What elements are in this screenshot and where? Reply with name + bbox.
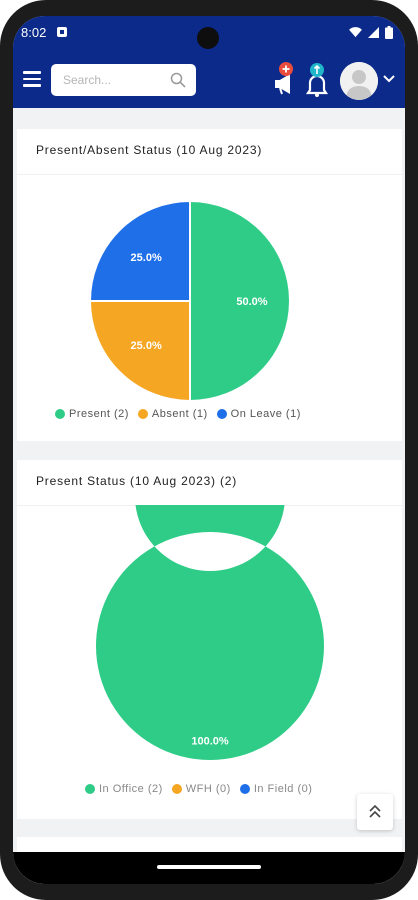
system-icons xyxy=(349,26,393,39)
search-box[interactable] xyxy=(51,64,196,96)
signal-icon xyxy=(368,27,379,38)
legend-item-absent[interactable]: Absent (1) xyxy=(137,408,208,420)
present-absent-card: Present/Absent Status (10 Aug 2023) 50.0… xyxy=(17,129,402,441)
chart-legend: In Office (2) WFH (0) In Field (0) xyxy=(85,783,321,795)
pie-data-label: 25.0% xyxy=(131,252,162,264)
pie-slice-on-leave[interactable] xyxy=(88,199,191,302)
legend-label: Present (2) xyxy=(69,408,129,420)
present-absent-pie-chart: 50.0% 25.0% 25.0% xyxy=(88,199,291,403)
dashboard-content: Present/Absent Status (10 Aug 2023) 50.0… xyxy=(13,108,405,884)
chart-legend: Present (2) Absent (1) On Leave (1) xyxy=(55,408,310,420)
legend-label: In Field (0) xyxy=(253,783,313,795)
wifi-icon xyxy=(349,27,362,38)
donut-data-label: 100.0% xyxy=(191,736,229,748)
legend-label: In Office (2) xyxy=(99,783,163,795)
user-avatar-icon xyxy=(340,62,378,100)
legend-label: Absent (1) xyxy=(151,408,208,420)
present-status-card: Present Status (10 Aug 2023) (2) 100.0% … xyxy=(17,460,402,819)
home-indicator[interactable] xyxy=(157,865,261,869)
screen: 8:02 xyxy=(13,16,405,884)
system-nav-bar xyxy=(13,852,405,884)
legend-item-wfh[interactable]: WFH (0) xyxy=(171,783,231,795)
double-chevron-up-icon xyxy=(369,804,381,818)
status-bar: 8:02 xyxy=(13,16,405,56)
front-camera xyxy=(197,27,219,49)
pie-data-label: 50.0% xyxy=(236,296,267,308)
legend-dot xyxy=(171,784,182,794)
present-status-donut-chart: 100.0% xyxy=(96,505,324,760)
menu-icon[interactable] xyxy=(23,71,41,87)
card-header: Present Status (10 Aug 2023) (2) xyxy=(17,460,402,506)
pie-slice-absent[interactable] xyxy=(88,300,191,403)
legend-item-present[interactable]: Present (2) xyxy=(55,408,129,420)
legend-item-on-leave[interactable]: On Leave (1) xyxy=(216,408,301,420)
legend-dot xyxy=(55,409,65,419)
card-header: Present/Absent Status (10 Aug 2023) xyxy=(17,129,402,175)
scroll-to-top-button[interactable] xyxy=(357,794,393,830)
donut-slice-in-office[interactable] xyxy=(96,505,324,760)
bell-icon[interactable] xyxy=(304,60,330,100)
legend-dot xyxy=(85,784,95,794)
legend-item-in-field[interactable]: In Field (0) xyxy=(239,783,313,795)
chevron-down-icon[interactable] xyxy=(383,73,395,85)
card-title: Present/Absent Status (10 Aug 2023) xyxy=(36,143,263,157)
legend-item-in-office[interactable]: In Office (2) xyxy=(85,783,163,795)
legend-dot xyxy=(216,409,227,419)
pie-slice-present[interactable] xyxy=(189,199,291,403)
legend-dot xyxy=(239,784,250,794)
notification-icon xyxy=(57,27,67,37)
announcement-icon[interactable] xyxy=(272,60,298,100)
avatar[interactable] xyxy=(340,62,378,100)
legend-dot xyxy=(137,409,148,419)
search-icon[interactable] xyxy=(170,72,186,88)
legend-label: On Leave (1) xyxy=(230,408,301,420)
battery-icon xyxy=(385,26,393,39)
search-input[interactable] xyxy=(61,72,165,88)
app-bar xyxy=(13,56,405,108)
status-time: 8:02 xyxy=(21,25,47,40)
card-title: Present Status (10 Aug 2023) (2) xyxy=(36,474,238,488)
legend-label: WFH (0) xyxy=(185,783,231,795)
pie-data-label: 25.0% xyxy=(131,340,162,352)
